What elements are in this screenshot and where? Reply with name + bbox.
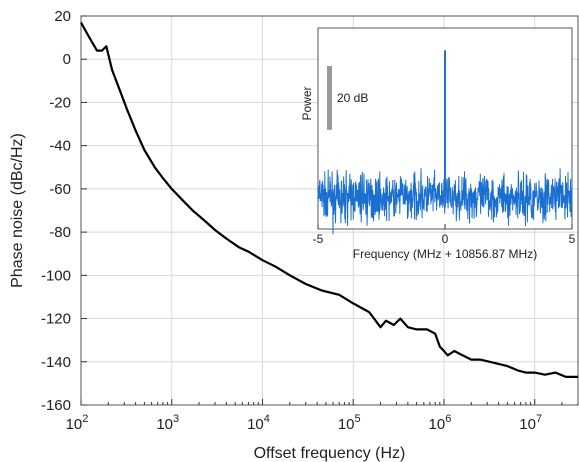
inset-x-axis-title: Frequency (MHz + 10856.87 MHz) bbox=[353, 247, 537, 261]
x-tick-label: 103 bbox=[156, 413, 179, 433]
inset-y-axis-title: Power bbox=[300, 86, 314, 120]
x-axis-title: Offset frequency (Hz) bbox=[254, 445, 406, 462]
inset-x-tick-label: -5 bbox=[313, 232, 324, 246]
y-tick-label: -40 bbox=[49, 138, 71, 155]
inset-x-axis: -5 0 5 bbox=[313, 224, 576, 246]
phase-noise-line bbox=[80, 21, 578, 378]
y-tick-label: -120 bbox=[41, 311, 71, 328]
plot-frame bbox=[80, 15, 579, 406]
x-tick-label: 105 bbox=[338, 413, 361, 433]
x-tick-label: 104 bbox=[247, 413, 270, 433]
y-tick-label: -80 bbox=[49, 224, 71, 241]
y-tick-label: -100 bbox=[41, 267, 71, 284]
y-tick-label: 0 bbox=[63, 51, 71, 68]
x-axis: 102 103 104 105 106 107 bbox=[66, 399, 579, 433]
inset-x-tick-label: 5 bbox=[569, 232, 576, 246]
inset-spectrum: 20 dB -5 0 5 Frequency (MHz + 10856.87 MHz… bbox=[300, 27, 576, 261]
inset-x-tick-label: 0 bbox=[442, 232, 449, 246]
y-tick-label: -140 bbox=[41, 354, 71, 371]
y-axis: 20 0 -20 -40 -60 -80 -100 -120 -140 -160 bbox=[41, 8, 87, 414]
x-tick-label: 107 bbox=[519, 413, 542, 433]
y-axis-title: Phase noise (dBc/Hz) bbox=[9, 133, 26, 288]
inset-scale-label: 20 dB bbox=[337, 91, 368, 105]
inset-noise-trace bbox=[317, 168, 573, 235]
y-tick-label: -160 bbox=[41, 397, 71, 414]
x-tick-label: 102 bbox=[66, 413, 89, 433]
y-tick-label: -20 bbox=[49, 94, 71, 111]
y-tick-label: -60 bbox=[49, 181, 71, 198]
y-tick-label: 20 bbox=[54, 8, 71, 25]
x-tick-label: 106 bbox=[429, 413, 452, 433]
inset-scale-bar bbox=[327, 66, 332, 130]
